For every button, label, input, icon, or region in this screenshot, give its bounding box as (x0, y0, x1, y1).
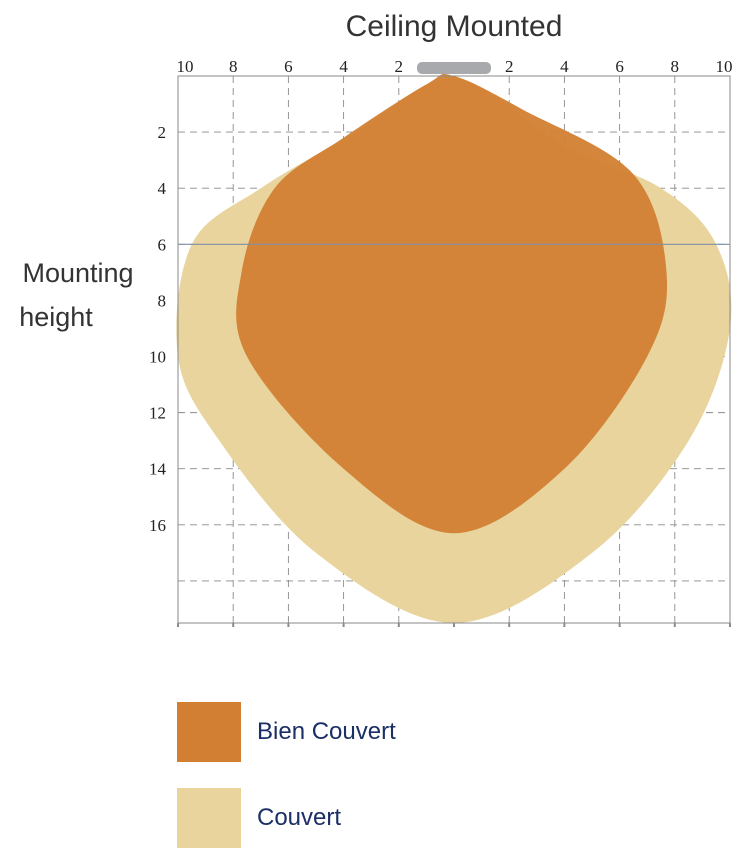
y-tick-label: 10 (149, 348, 166, 367)
legend-label: Couvert (257, 804, 342, 831)
legend-item-couvert: Couvert (177, 788, 341, 848)
y-tick-label: 2 (158, 123, 167, 142)
x-tick-label: 4 (339, 57, 348, 76)
x-tick-label: 8 (671, 57, 680, 76)
x-tick-label: 4 (560, 57, 569, 76)
x-tick-label: 2 (505, 57, 514, 76)
legend-item-bien-couvert: Bien Couvert (177, 702, 396, 762)
x-tick-label: 10 (716, 57, 733, 76)
legend-label: Bien Couvert (257, 718, 396, 745)
ceiling-fixture-icon (417, 62, 491, 74)
y-tick-label: 8 (158, 291, 167, 310)
x-tick-label: 8 (229, 57, 238, 76)
x-tick-label: 6 (615, 57, 624, 76)
chart-title: Ceiling Mounted (346, 10, 563, 43)
y-tick-label: 16 (149, 516, 166, 535)
area-bien-couvert (236, 74, 668, 534)
coverage-areas (176, 74, 732, 623)
y-tick-label: 12 (149, 404, 166, 423)
axes: 10 8 6 4 2 2 4 6 8 10 2 4 6 8 10 12 14 16 (149, 57, 733, 627)
x-tick-label: 2 (395, 57, 404, 76)
y-axis-label-line1: Mounting (22, 258, 133, 288)
y-tick-label: 4 (158, 179, 167, 198)
y-tick-label: 14 (149, 460, 167, 479)
y-tick-label: 6 (158, 235, 167, 254)
x-tick-label: 6 (284, 57, 293, 76)
y-axis-label-line2: height (19, 302, 93, 332)
legend-swatch-couvert (177, 788, 241, 848)
x-tick-label: 10 (177, 57, 194, 76)
legend-swatch-bien-couvert (177, 702, 241, 762)
